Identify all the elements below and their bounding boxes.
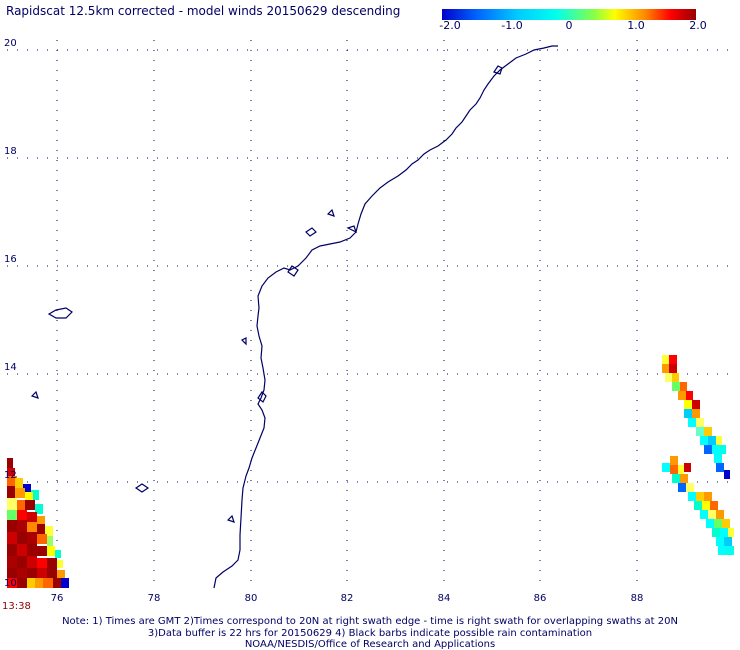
lon-label-80: 80 [244,593,258,604]
lat-label-12: 12 [4,470,17,481]
lon-label-78: 78 [147,593,161,604]
map-title: Rapidscat 12.5km corrected - model winds… [6,4,401,18]
colorbar-label-min: -2.0 [439,19,461,32]
lat-label-18: 18 [4,146,17,157]
lon-label-88: 88 [630,593,644,604]
lon-label-84: 84 [437,593,451,604]
colorbar-label-neg1: -1.0 [501,19,523,32]
lat-label-10: 10 [4,578,17,589]
colorbar-label-max: 2.0 [689,19,707,32]
swath-time-label: 13:38 [2,601,31,612]
lon-label-86: 86 [533,593,547,604]
note-line-1: Note: 1) Times are GMT 2)Times correspon… [62,616,678,627]
colorbar-label-pos1: 1.0 [627,19,645,32]
wind-swath-right-lower [662,456,734,555]
wind-swath-right-upper [662,355,730,479]
wind-swath-left [7,458,69,588]
note-line-3: NOAA/NESDIS/Office of Research and Appli… [244,639,496,650]
map-grid [7,40,736,588]
colorbar-gradient [442,9,696,20]
lon-label-82: 82 [340,593,354,604]
coastline [30,45,558,589]
lat-label-16: 16 [4,254,17,265]
note-line-2: 3)Data buffer is 22 hrs for 20150629 4) … [147,628,593,639]
lat-label-20: 20 [4,38,17,49]
lat-label-14: 14 [4,362,17,373]
lon-label-76: 76 [50,593,64,604]
colorbar-label-zero: 0 [565,19,573,32]
